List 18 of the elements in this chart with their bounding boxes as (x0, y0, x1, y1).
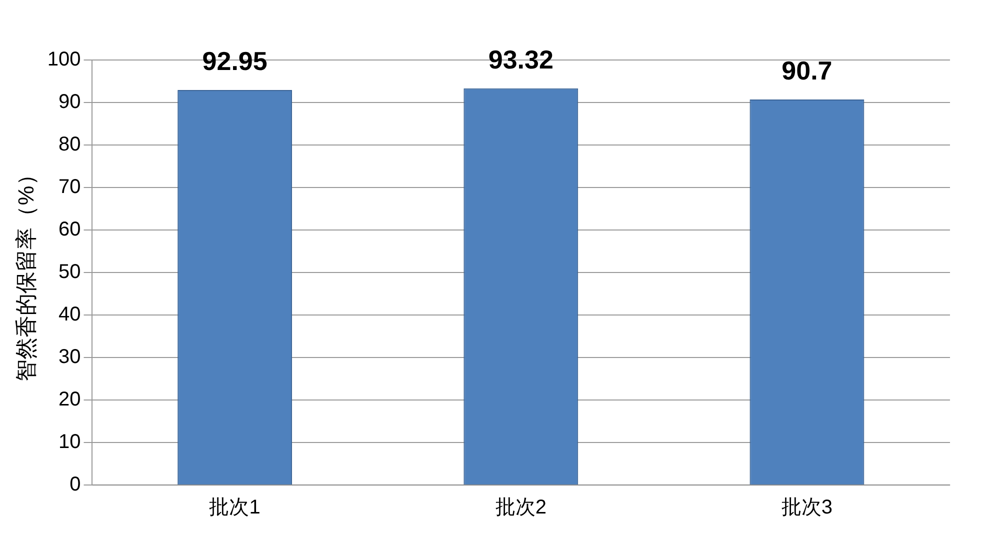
y-tick-label: 10 (58, 431, 81, 454)
y-tick-label: 50 (58, 261, 81, 284)
y-tick-label: 0 (70, 474, 81, 496)
y-tick-label: 80 (58, 134, 81, 156)
y-tick-label: 40 (58, 304, 81, 326)
data-label: 92.95 (202, 46, 268, 76)
x-tick-label: 批次1 (209, 496, 260, 519)
y-tick-label: 90 (58, 91, 81, 114)
x-tick-label: 批次3 (781, 496, 833, 519)
y-axis-title: 智然香的保留率（%） (13, 164, 38, 382)
data-label: 90.7 (782, 56, 832, 86)
y-tick-label: 20 (58, 388, 81, 411)
y-tick-label: 30 (58, 346, 81, 368)
data-label: 93.32 (488, 44, 554, 75)
y-tick-label: 100 (47, 48, 81, 71)
y-tick-label: 60 (58, 218, 81, 241)
y-tick-label: 70 (58, 176, 81, 198)
x-tick-label: 批次2 (495, 496, 546, 519)
